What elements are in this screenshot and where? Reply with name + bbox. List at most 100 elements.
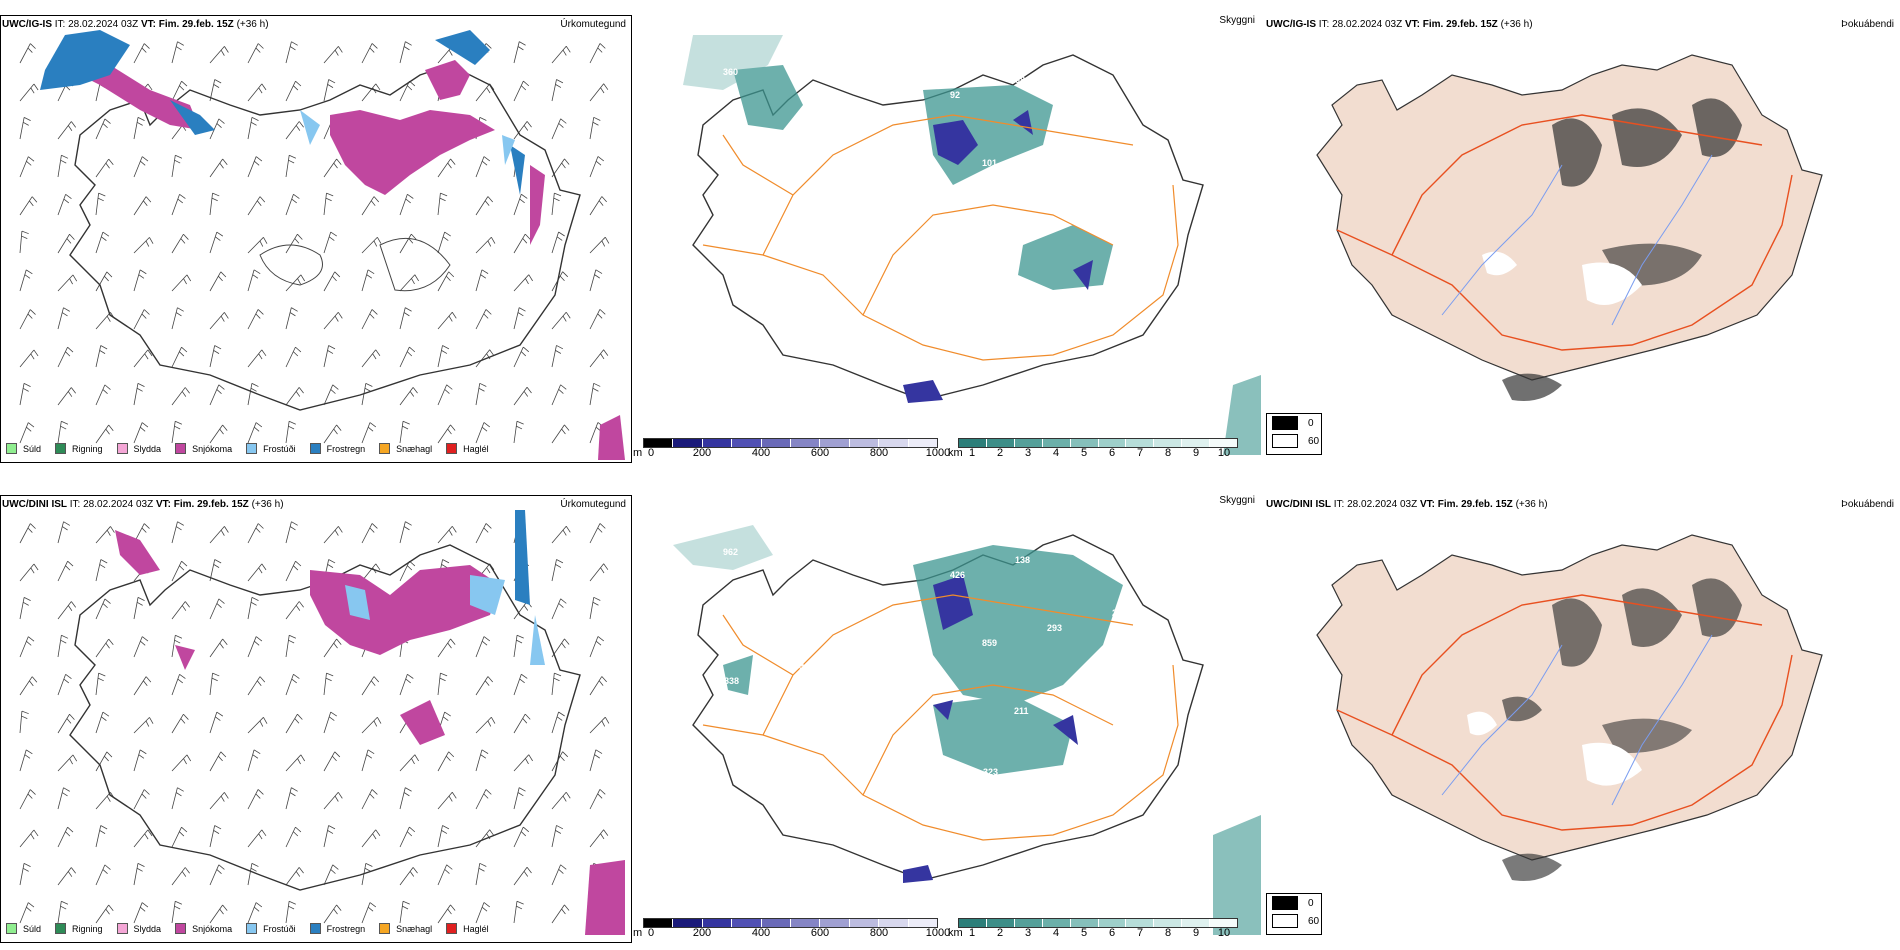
wind-barb bbox=[551, 864, 567, 886]
wind-barb bbox=[19, 710, 29, 734]
wind-barb bbox=[513, 867, 532, 886]
wind-barb bbox=[247, 237, 268, 254]
vis-value-label: 360 bbox=[723, 67, 738, 77]
wind-barb bbox=[589, 789, 606, 810]
wind-barb bbox=[475, 309, 492, 330]
wind-barb bbox=[323, 751, 341, 772]
vt-value: Fim. 29.feb. 15Z bbox=[173, 499, 249, 510]
vis-value-label: 110 bbox=[886, 714, 901, 724]
wind-barb bbox=[19, 269, 33, 292]
it-value: 28.02.2024 03Z bbox=[1347, 499, 1418, 510]
precip-type-map-2[interactable]: UWC/DINI ISL IT: 28.02.2024 03Z VT: Fim.… bbox=[0, 495, 632, 943]
wind-barb bbox=[513, 346, 530, 368]
legend-swatch bbox=[446, 443, 458, 454]
wind-barbs-1 bbox=[19, 41, 610, 444]
wind-barb bbox=[437, 311, 457, 330]
wind-barb bbox=[285, 346, 302, 368]
visibility-map-1[interactable]: 360 183 332 135 140 338 153 101 82 344 147 92 206 134… bbox=[633, 15, 1261, 463]
wind-barb bbox=[171, 521, 184, 544]
wind-barb bbox=[399, 41, 412, 64]
wind-barb bbox=[551, 271, 569, 292]
vis-value-label: 92 bbox=[950, 90, 960, 100]
fog-legend-swatch bbox=[1272, 434, 1298, 448]
colorbar-segment bbox=[732, 919, 762, 927]
wind-barb bbox=[19, 196, 38, 216]
colorbar-tick: 6 bbox=[1108, 927, 1116, 939]
colorbar-segment bbox=[761, 919, 792, 927]
wind-barb bbox=[475, 789, 492, 810]
wind-barb bbox=[19, 309, 36, 330]
wind-barb bbox=[209, 672, 220, 696]
wind-barb bbox=[209, 638, 228, 658]
wind-barb bbox=[513, 634, 524, 658]
vis-value-label: 140 bbox=[1111, 279, 1126, 289]
colorbar-segment bbox=[1042, 439, 1071, 447]
wind-barb bbox=[57, 634, 69, 658]
wind-barb bbox=[19, 230, 29, 254]
fog-index-map-2[interactable]: UWC/DINI ISL IT: 28.02.2024 03Z VT: Fim.… bbox=[1262, 495, 1900, 943]
wind-barb bbox=[285, 560, 302, 582]
colorbar-segment bbox=[1182, 439, 1211, 447]
wind-barb bbox=[475, 236, 496, 254]
wind-barb bbox=[19, 422, 35, 444]
vis-value-label: 58 bbox=[918, 302, 928, 312]
wind-barb bbox=[95, 526, 115, 544]
wind-barb bbox=[285, 307, 298, 330]
wind-barb bbox=[247, 902, 263, 924]
wind-barb bbox=[19, 43, 36, 64]
legend-swatch bbox=[246, 443, 258, 454]
wind-barb bbox=[323, 792, 343, 810]
colorbar-segment bbox=[820, 919, 850, 927]
legend-item: Haglél bbox=[446, 443, 489, 454]
colorbar-segment bbox=[732, 439, 762, 447]
wind-barb bbox=[475, 902, 491, 924]
colorbar-tick: 600 bbox=[810, 447, 830, 459]
legend-label: Frostregn bbox=[326, 923, 366, 934]
wind-barb bbox=[95, 118, 111, 140]
precip-type-map-1[interactable]: UWC/IG-IS IT: 28.02.2024 03Z VT: Fim. 29… bbox=[0, 15, 632, 463]
visibility-map-2[interactable]: 962 97 511 211 313 273 282 859 251 286 323 426 293 83… bbox=[633, 495, 1261, 943]
wind-barb bbox=[437, 424, 456, 444]
it-label: IT: bbox=[1333, 499, 1345, 510]
fog-legend-swatch bbox=[1272, 896, 1298, 910]
wind-barb bbox=[589, 523, 606, 544]
wind-barb bbox=[95, 638, 114, 658]
fog-legend-value: 60 bbox=[1308, 435, 1320, 447]
wind-barb bbox=[551, 424, 570, 444]
wind-barb bbox=[133, 422, 149, 444]
wind-barb bbox=[361, 717, 382, 734]
colorbar-segment bbox=[673, 439, 703, 447]
wind-barb bbox=[133, 349, 153, 368]
colorbar-tick: 8 bbox=[1164, 447, 1172, 459]
fog-rivers-1 bbox=[1441, 154, 1713, 326]
wind-barb bbox=[95, 598, 111, 620]
colorbar-segment bbox=[1098, 439, 1127, 447]
legend-swatch bbox=[246, 923, 258, 934]
wind-barb bbox=[399, 420, 410, 444]
roads-2 bbox=[702, 594, 1179, 841]
legend-label: Súld bbox=[23, 923, 42, 934]
legend-label: Súld bbox=[23, 443, 42, 454]
fog-index-map-1[interactable]: UWC/IG-IS IT: 28.02.2024 03Z VT: Fim. 29… bbox=[1262, 15, 1900, 463]
legend-label: Slydda bbox=[133, 443, 162, 454]
wind-barb bbox=[19, 749, 33, 772]
wind-barb bbox=[551, 598, 567, 620]
wind-barb bbox=[361, 902, 377, 924]
wind-barb bbox=[513, 80, 530, 102]
colorbar-segment bbox=[1014, 919, 1043, 927]
legend-swatch bbox=[309, 443, 321, 454]
wind-barb bbox=[95, 384, 111, 406]
vt-label: VT: bbox=[1419, 499, 1435, 510]
wind-barb bbox=[171, 787, 184, 810]
wind-barb bbox=[247, 523, 264, 544]
vis-value-label: 282 bbox=[885, 585, 900, 595]
wind-barb bbox=[209, 231, 224, 254]
model-name: UWC/IG-IS bbox=[1266, 19, 1316, 30]
legend-swatch bbox=[6, 923, 17, 934]
wind-barb bbox=[57, 521, 71, 544]
wind-barb bbox=[285, 787, 298, 810]
wind-barb bbox=[551, 672, 562, 696]
colorbar-segment bbox=[791, 439, 821, 447]
colorbar-segment bbox=[849, 919, 880, 927]
wind-barb bbox=[323, 424, 342, 444]
